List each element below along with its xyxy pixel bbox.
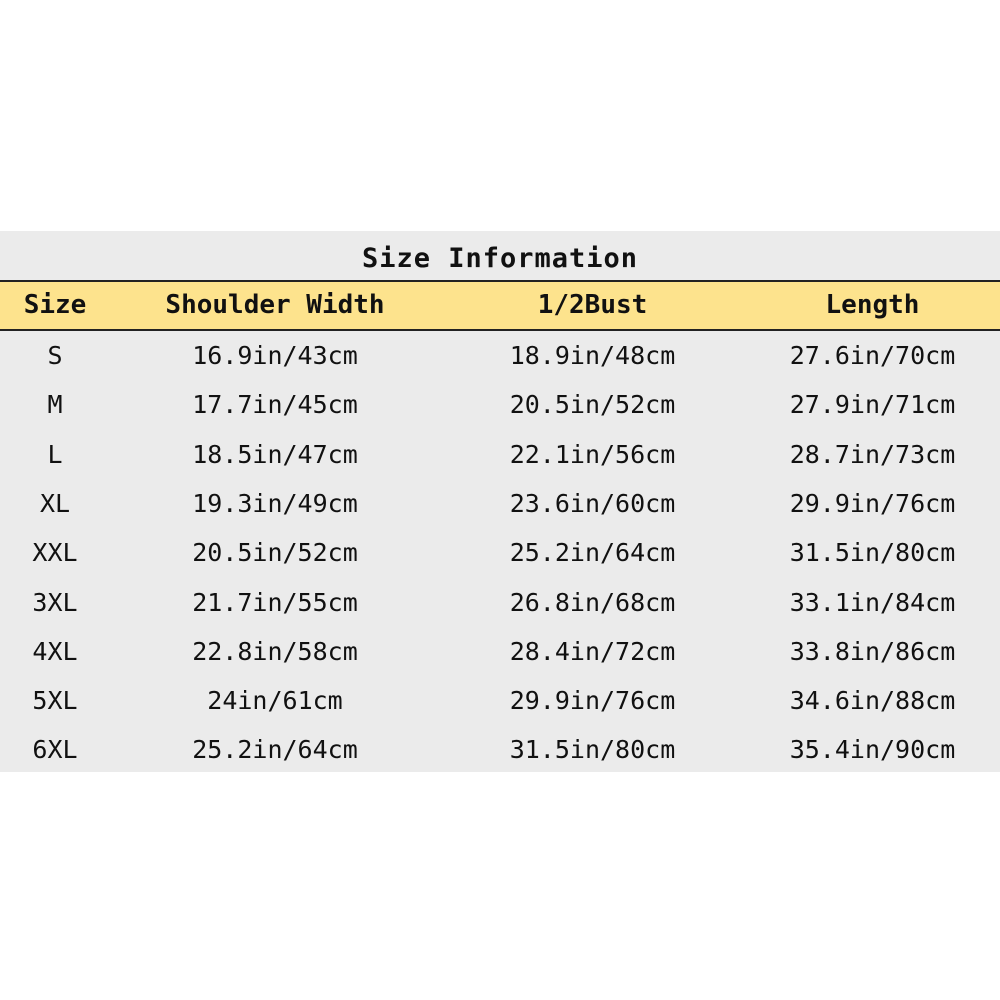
table-cell: 22.8in/58cm [192, 636, 358, 666]
table-cell: 3XL [32, 587, 78, 617]
table-cell: XXL [32, 538, 78, 568]
table-cell: 20.5in/52cm [509, 390, 676, 420]
table-cell: XL [39, 488, 71, 518]
table-cell: 31.5in/80cm [509, 735, 676, 765]
table-row: L 18.5in/47cm 22.1in/56cm 28.7in/73cm [0, 430, 1000, 479]
table-row: M 17.7in/45cm 20.5in/52cm 27.9in/71cm [0, 380, 1000, 429]
size-table: Size Information Size Shoulder Width 1/2… [0, 231, 1000, 772]
table-cell: 35.4in/90cm [789, 735, 956, 765]
header-length: Length [825, 290, 920, 320]
table-row: S 16.9in/43cm 18.9in/48cm 27.6in/70cm [0, 331, 1000, 380]
header-shoulder: Shoulder Width [165, 290, 385, 320]
table-cell: 4XL [32, 636, 78, 666]
table-cell: 26.8in/68cm [509, 587, 676, 617]
table-cell: 31.5in/80cm [789, 538, 956, 568]
table-cell: 29.9in/76cm [509, 686, 676, 716]
table-cell: 34.6in/88cm [789, 686, 956, 716]
table-cell: L [47, 439, 63, 469]
table-cell: M [47, 390, 63, 420]
table-cell: 21.7in/55cm [192, 587, 358, 617]
table-row: 5XL 24in/61cm 29.9in/76cm 34.6in/88cm [0, 676, 1000, 725]
table-cell: 18.9in/48cm [509, 341, 676, 370]
table-cell: 20.5in/52cm [192, 538, 358, 568]
table-cell: 6XL [32, 735, 78, 765]
table-cell: 25.2in/64cm [192, 735, 358, 765]
header-row: Size Shoulder Width 1/2Bust Length [0, 280, 1000, 331]
table-cell: 29.9in/76cm [789, 488, 956, 518]
table-cell: 28.4in/72cm [509, 636, 676, 666]
table-cell: 18.5in/47cm [192, 439, 358, 469]
header-bust: 1/2Bust [537, 290, 648, 320]
table-cell: S [47, 341, 63, 370]
table-row: 4XL 22.8in/58cm 28.4in/72cm 33.8in/86cm [0, 627, 1000, 676]
table-row: 6XL 25.2in/64cm 31.5in/80cm 35.4in/90cm [0, 725, 1000, 774]
table-row: 3XL 21.7in/55cm 26.8in/68cm 33.1in/84cm [0, 578, 1000, 627]
table-cell: 33.1in/84cm [789, 587, 956, 617]
table-cell: 33.8in/86cm [789, 636, 956, 666]
table-cell: 5XL [32, 686, 78, 716]
table-row: XL 19.3in/49cm 23.6in/60cm 29.9in/76cm [0, 479, 1000, 528]
table-title: Size Information [361, 243, 639, 274]
table-cell: 19.3in/49cm [192, 488, 358, 518]
table-cell: 17.7in/45cm [192, 390, 358, 420]
table-cell: 24in/61cm [207, 686, 343, 716]
table-cell: 25.2in/64cm [509, 538, 676, 568]
table-cell: 22.1in/56cm [509, 439, 676, 469]
table-cell: 27.9in/71cm [789, 390, 956, 420]
table-cell: 23.6in/60cm [509, 488, 676, 518]
table-cell: 28.7in/73cm [789, 439, 956, 469]
header-size: Size [23, 290, 87, 320]
table-row: XXL 20.5in/52cm 25.2in/64cm 31.5in/80cm [0, 528, 1000, 577]
table-cell: 16.9in/43cm [192, 341, 358, 370]
table-cell: 27.6in/70cm [789, 341, 956, 370]
